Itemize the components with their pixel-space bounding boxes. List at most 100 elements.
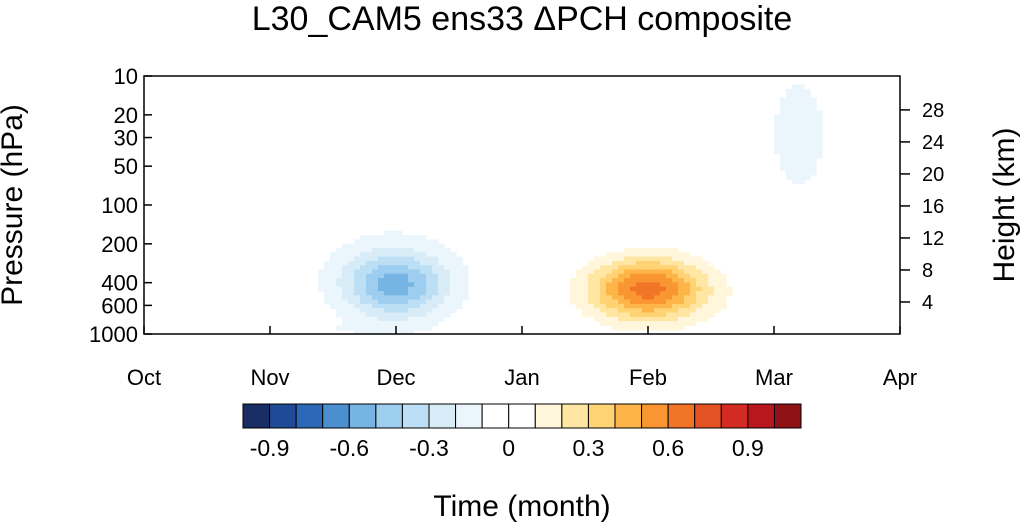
- contour-cell: [420, 260, 427, 266]
- contour-cell: [420, 269, 427, 275]
- contour-cell: [336, 286, 343, 292]
- contour-cell: [432, 321, 439, 326]
- contour-cell: [606, 299, 613, 305]
- contour-cell: [576, 273, 583, 279]
- contour-cell: [372, 321, 379, 326]
- contour-cell: [354, 248, 361, 253]
- contour-cell: [630, 248, 637, 253]
- contour-cell: [792, 127, 799, 133]
- contour-cell: [684, 273, 691, 279]
- contour-cell: [648, 278, 655, 283]
- contour-cell: [450, 308, 457, 314]
- contour-cell: [426, 269, 433, 275]
- contour-cell: [378, 282, 385, 288]
- contour-cell: [378, 316, 385, 322]
- contour-cell: [402, 316, 409, 322]
- contour-cell: [450, 256, 457, 262]
- contour-cell: [432, 239, 439, 245]
- contour-cell: [684, 282, 691, 288]
- contour-cell: [450, 278, 457, 283]
- contour-cell: [780, 127, 787, 133]
- contour-cell: [360, 248, 367, 253]
- contour-cell: [414, 303, 421, 309]
- contour-cell: [804, 157, 811, 163]
- contour-cell: [648, 256, 655, 262]
- contour-cell: [630, 282, 637, 288]
- contour-cell: [366, 256, 373, 262]
- contour-cell: [600, 316, 607, 322]
- contour-cell: [402, 248, 409, 253]
- contour-cell: [810, 157, 817, 163]
- contour-cell: [810, 162, 817, 167]
- contour-cell: [624, 273, 631, 279]
- contour-cell: [402, 329, 409, 335]
- contour-cell: [810, 127, 817, 133]
- contour-cell: [378, 325, 385, 331]
- contour-cell: [420, 321, 427, 326]
- contour-cell: [600, 269, 607, 275]
- contour-cell: [582, 282, 589, 288]
- colorbar-swatch: [747, 403, 775, 429]
- contour-cell: [690, 273, 697, 279]
- contour-cell: [630, 312, 637, 318]
- contour-cell: [414, 239, 421, 245]
- contour-cell: [588, 273, 595, 279]
- contour-cell: [426, 291, 433, 296]
- contour-cell: [420, 256, 427, 262]
- contour-cell: [792, 153, 799, 159]
- contour-cell: [456, 273, 463, 279]
- contour-cell: [702, 316, 709, 322]
- contour-cell: [624, 252, 631, 258]
- contour-cell: [696, 278, 703, 283]
- colorbar-label: -0.3: [409, 435, 449, 461]
- contour-cell: [444, 291, 451, 296]
- contour-cell: [426, 286, 433, 292]
- contour-cell: [360, 239, 367, 245]
- contour-cell: [780, 153, 787, 159]
- contour-cell: [804, 153, 811, 159]
- contour-cell: [624, 316, 631, 322]
- contour-cell: [384, 308, 391, 314]
- contour-cell: [804, 170, 811, 176]
- contour-cell: [684, 278, 691, 283]
- contour-cell: [660, 260, 667, 266]
- contour-cell: [600, 321, 607, 326]
- contour-cell: [654, 295, 661, 301]
- contour-cell: [816, 153, 823, 159]
- contour-cell: [798, 101, 805, 107]
- contour-cell: [654, 265, 661, 271]
- contour-cell: [654, 325, 661, 331]
- colorbar-swatch: [641, 403, 669, 429]
- colorbar-swatch: [534, 403, 563, 429]
- contour-cell: [432, 252, 439, 258]
- contour-cell: [636, 265, 643, 271]
- contour-cell: [366, 248, 373, 253]
- contour-cell: [420, 295, 427, 301]
- contour-cell: [804, 97, 811, 103]
- contour-cell: [606, 312, 613, 318]
- contour-cell: [588, 295, 595, 301]
- y-right-tick-label: 4: [922, 292, 933, 314]
- contour-cell: [402, 291, 409, 296]
- contour-cell: [624, 278, 631, 283]
- contour-cell: [630, 325, 637, 331]
- contour-cell: [792, 136, 799, 142]
- contour-cell: [384, 260, 391, 266]
- contour-cell: [426, 312, 433, 318]
- contour-cell: [318, 282, 325, 288]
- contour-cell: [396, 312, 403, 318]
- contour-cell: [672, 325, 679, 331]
- contour-cell: [432, 316, 439, 322]
- contour-cell: [450, 295, 457, 301]
- contour-cell: [786, 88, 793, 94]
- contour-cell: [438, 299, 445, 305]
- contour-cell: [606, 256, 613, 262]
- contour-cell: [330, 256, 337, 262]
- contour-cell: [378, 252, 385, 258]
- contour-cell: [390, 230, 397, 236]
- contour-cell: [780, 140, 787, 146]
- contour-cell: [648, 303, 655, 309]
- contour-cell: [678, 312, 685, 318]
- contour-cell: [348, 282, 355, 288]
- contour-cell: [456, 278, 463, 283]
